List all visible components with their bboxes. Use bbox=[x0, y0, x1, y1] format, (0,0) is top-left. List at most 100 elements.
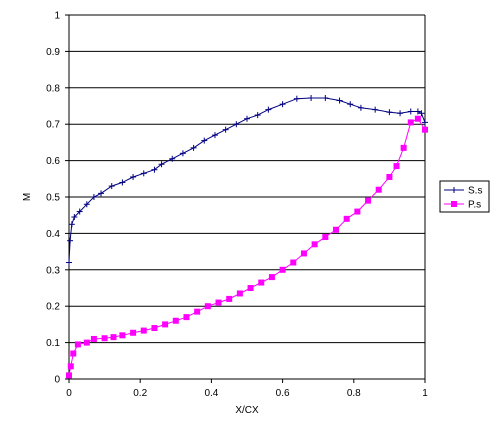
point-s-s-marker bbox=[190, 144, 197, 151]
point-p-s-marker bbox=[172, 317, 179, 324]
point-s-s-marker bbox=[322, 94, 329, 101]
point-s-s-marker bbox=[347, 101, 354, 108]
y-tick-labels: 0 0.1 0.2 0.3 0.4 0.5 0.6 0.7 0.8 0.9 1 bbox=[46, 11, 60, 386]
point-s-s-marker bbox=[233, 121, 240, 128]
point-s-s-marker bbox=[397, 110, 404, 117]
point-p-s-marker bbox=[290, 259, 297, 266]
point-p-s-marker bbox=[183, 314, 190, 321]
point-p-s-marker bbox=[300, 250, 307, 257]
x-tick-label: 1 bbox=[422, 388, 428, 399]
y-tick-label: 1 bbox=[54, 11, 60, 22]
point-p-s-marker bbox=[268, 274, 275, 281]
y-tick-label: 0.6 bbox=[46, 156, 60, 167]
y-tick-label: 0.1 bbox=[46, 338, 60, 349]
gridlines bbox=[69, 14, 425, 344]
x-tick-labels: 0 0.2 0.4 0.6 0.8 1 bbox=[66, 388, 428, 399]
legend-box bbox=[439, 180, 490, 213]
x-tick-label: 0 bbox=[66, 388, 72, 399]
legend-label: S.s bbox=[468, 186, 482, 197]
point-p-s-marker bbox=[215, 299, 222, 306]
point-p-s-marker bbox=[393, 163, 400, 170]
point-p-s-marker bbox=[90, 335, 97, 342]
point-p-s-marker bbox=[333, 226, 339, 233]
point-s-s-marker bbox=[372, 106, 379, 113]
point-p-s-marker bbox=[67, 363, 74, 370]
point-s-s-marker bbox=[83, 201, 90, 208]
point-p-s-marker bbox=[151, 325, 158, 332]
legend-item-s-s: S.s bbox=[444, 186, 482, 197]
axes bbox=[65, 14, 426, 383]
y-tick-label: 0.7 bbox=[46, 120, 60, 131]
point-p-s-marker bbox=[226, 295, 233, 302]
point-s-s-marker bbox=[357, 104, 364, 111]
point-s-s-marker bbox=[179, 150, 186, 157]
point-p-s-marker bbox=[375, 186, 382, 193]
y-tick-label: 0.2 bbox=[46, 302, 60, 313]
point-p-s-marker bbox=[162, 321, 169, 328]
y-tick-label: 0 bbox=[54, 375, 60, 386]
point-s-s-marker bbox=[265, 106, 272, 113]
point-p-s-marker bbox=[354, 208, 361, 215]
point-s-s-marker bbox=[151, 166, 158, 173]
series-p-s bbox=[66, 115, 428, 379]
point-s-s-marker bbox=[418, 110, 425, 117]
point-s-s-marker bbox=[422, 119, 428, 126]
point-p-s-marker bbox=[66, 372, 72, 379]
y-axis-label: M bbox=[22, 193, 33, 201]
point-p-s-marker bbox=[110, 334, 117, 341]
point-s-s-marker bbox=[279, 101, 286, 108]
point-s-s-marker bbox=[293, 95, 300, 102]
point-p-s-marker bbox=[140, 327, 147, 334]
series-s-s bbox=[66, 94, 428, 266]
point-s-s-marker bbox=[66, 259, 72, 266]
y-tick-label: 0.5 bbox=[46, 193, 60, 204]
series-layer bbox=[66, 94, 428, 379]
point-p-s-marker bbox=[422, 126, 428, 133]
point-p-s-marker bbox=[130, 329, 137, 336]
point-p-s-marker bbox=[258, 279, 265, 286]
point-p-s-marker bbox=[407, 119, 414, 126]
point-s-s-marker bbox=[76, 208, 83, 215]
point-s-s-marker bbox=[68, 221, 75, 228]
y-tick-label: 0.9 bbox=[46, 47, 60, 58]
point-p-s-marker bbox=[365, 197, 372, 204]
point-p-s-marker bbox=[101, 335, 108, 342]
point-s-s-marker bbox=[67, 237, 74, 244]
point-p-s-marker bbox=[386, 173, 393, 180]
point-p-s-marker bbox=[74, 341, 81, 348]
x-tick-label: 0.6 bbox=[276, 388, 290, 399]
point-s-s-marker bbox=[222, 126, 229, 133]
point-p-s-marker bbox=[322, 234, 329, 241]
point-p-s-marker bbox=[400, 144, 407, 151]
legend-swatch-marker bbox=[451, 187, 457, 193]
point-p-s-marker bbox=[279, 266, 286, 273]
point-s-s-marker bbox=[71, 214, 78, 221]
point-p-s-marker bbox=[194, 308, 201, 315]
point-p-s-marker bbox=[236, 290, 243, 297]
point-p-s-marker bbox=[247, 285, 254, 291]
point-s-s-marker bbox=[414, 108, 421, 115]
legend-swatch-marker bbox=[451, 201, 457, 207]
point-p-s-marker bbox=[343, 215, 350, 222]
legend-label: P.s bbox=[468, 200, 481, 211]
x-tick-label: 0.2 bbox=[133, 388, 147, 399]
x-tick-label: 0.8 bbox=[347, 388, 361, 399]
point-p-s-marker bbox=[311, 241, 318, 248]
point-s-s-marker bbox=[336, 97, 343, 104]
x-axis-label: X/CX bbox=[235, 405, 259, 416]
point-p-s-marker bbox=[70, 350, 77, 357]
legend-item-p-s: P.s bbox=[444, 200, 481, 211]
point-s-s-marker bbox=[130, 173, 137, 180]
point-s-s-marker bbox=[211, 132, 218, 139]
point-s-s-marker bbox=[98, 190, 105, 197]
point-s-s-marker bbox=[407, 108, 414, 115]
point-s-s-marker bbox=[108, 183, 115, 190]
point-s-s-marker bbox=[169, 155, 176, 162]
point-s-s-marker bbox=[244, 115, 250, 122]
point-s-s-marker bbox=[158, 161, 165, 168]
x-tick-label: 0.4 bbox=[204, 388, 218, 399]
point-s-s-marker bbox=[140, 170, 147, 177]
point-s-s-marker bbox=[201, 137, 208, 144]
point-p-s-marker bbox=[414, 115, 421, 122]
